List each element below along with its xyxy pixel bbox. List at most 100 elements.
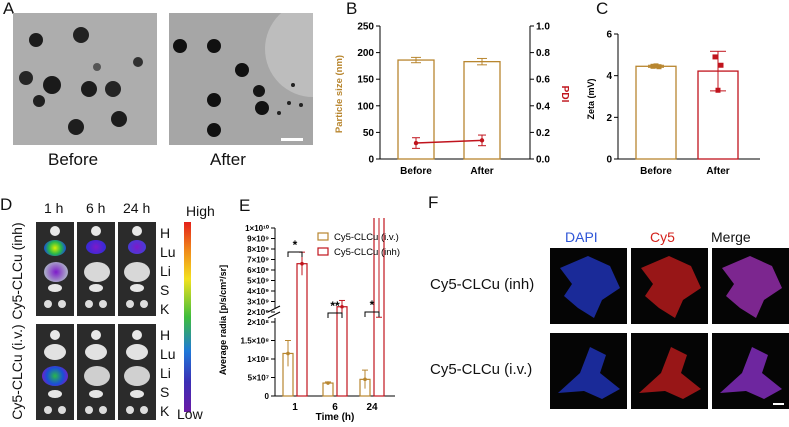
- panel-b-y2tick-label: 0.8: [536, 48, 550, 59]
- legend-inh: Cy5-CLCu (inh): [334, 247, 400, 258]
- panel-label-b: B: [346, 0, 358, 18]
- panel-b-pdi-line: [415, 139, 483, 144]
- panel-e-sig-label: *: [293, 238, 298, 252]
- panel-e-ytick-label: 0: [265, 392, 270, 401]
- panel-e-point: [300, 261, 304, 266]
- organ-label-h: H: [160, 327, 171, 343]
- panel-e-ytick-label: 5×10⁹: [247, 277, 269, 286]
- panel-e-sig-bracket: [327, 312, 343, 318]
- panel-e-xlabel: Time (h): [316, 412, 355, 423]
- panel-e-ytick-label: 8×10⁹: [247, 245, 269, 254]
- fluor-cy5-inh: [631, 248, 708, 324]
- panel-b-y2tick-label: 0.6: [536, 75, 550, 86]
- panel-e-legend: Cy5-CLCu (i.v.) Cy5-CLCu (inh): [317, 232, 400, 258]
- tem-before-caption: Before: [48, 150, 99, 169]
- panel-c-xtick-0: Before: [640, 166, 672, 177]
- panel-d-organ-labels-bottom: H Lu Li S K: [160, 326, 180, 421]
- organ-label-h: H: [160, 225, 171, 241]
- panel-e-ytick-label: 4×10⁹: [247, 287, 269, 296]
- panel-e-ylabel: Average radia [p/s/cm²/sr]: [218, 265, 228, 375]
- tem-after-image: [169, 13, 313, 145]
- panel-e-xtick-label: 1: [292, 402, 298, 413]
- panel-label-f: F: [428, 193, 439, 212]
- panel-e-ytick-label: 3×10⁹: [247, 298, 269, 307]
- panel-f-col-dapi: DAPI: [565, 229, 598, 245]
- panel-f-col-merge: Merge: [711, 229, 751, 245]
- ivis-inh-images: [36, 222, 156, 316]
- fluor-dapi-inh: [550, 248, 627, 324]
- panel-c-ytick-label: 4: [606, 71, 612, 82]
- panel-label-d: D: [0, 195, 13, 214]
- organ-label-lu: Lu: [160, 244, 176, 260]
- organ-label-s: S: [160, 282, 170, 298]
- panel-e-bar: [336, 306, 348, 397]
- panel-b-y2label: PDI: [559, 86, 570, 103]
- panel-c-point: [656, 64, 662, 70]
- legend-iv: Cy5-CLCu (i.v.): [334, 232, 399, 243]
- panel-d-scale-high: High: [186, 203, 215, 219]
- panel-e-ytick-label: 1.5×10⁸: [241, 337, 270, 346]
- organ-label-s: S: [160, 384, 170, 400]
- panel-b-xtick-0: Before: [400, 166, 432, 177]
- panel-e-point: [340, 304, 344, 309]
- fluor-dapi-iv: [550, 333, 627, 409]
- panel-e-ytick-label: 1×10¹⁰: [245, 224, 270, 233]
- panel-c-ytick-label: 2: [606, 113, 612, 124]
- panel-d-color-scale: [184, 222, 191, 412]
- organ-label-k: K: [160, 301, 170, 317]
- ivis-iv-images: [36, 324, 156, 420]
- panel-e-point: [363, 377, 367, 382]
- panel-e-ytick-label: 2×10⁹: [247, 308, 269, 317]
- panel-c-ylabel: Zeta (mV): [586, 78, 596, 119]
- tem-after-caption: After: [210, 150, 246, 169]
- panel-b-ytick-label: 0: [368, 155, 374, 166]
- fluor-cy5-iv: [631, 333, 708, 409]
- panel-e-ytick-label: 9×10⁹: [247, 235, 269, 244]
- panel-b-ytick-label: 150: [357, 75, 374, 86]
- panel-b-y2tick-label: 0.0: [536, 155, 550, 166]
- panel-b-y2tick-label: 0.2: [536, 128, 550, 139]
- organ-label-li: Li: [160, 263, 171, 279]
- panel-b-pdi-point: [479, 138, 485, 143]
- panel-d-row-label-inh: Cy5-CLCu (inh): [9, 222, 25, 320]
- panel-c-chart: 0 2 4 6 Zeta (mV) Before After: [586, 30, 760, 177]
- panel-b-pdi-point: [413, 140, 419, 146]
- panel-d-time-6h: 6 h: [86, 200, 106, 216]
- panel-b-ytick-label: 200: [357, 48, 374, 59]
- panel-c-point: [715, 87, 721, 93]
- fluor-merge-inh: [712, 248, 789, 324]
- panel-c-point: [653, 63, 659, 69]
- panel-b-ytick-label: 250: [357, 22, 374, 33]
- panel-e-ytick-label: 1×10⁸: [247, 355, 269, 364]
- organ-label-lu: Lu: [160, 346, 176, 362]
- fluor-merge-iv: [712, 333, 789, 409]
- panel-e-sig-bracket: [287, 251, 303, 257]
- panel-c-ytick-label: 0: [606, 155, 612, 166]
- panel-d-organ-labels-top: H Lu Li S K: [160, 224, 180, 319]
- panel-e-bar: [373, 218, 385, 397]
- panel-e-ytick-label: 7×10⁹: [247, 256, 269, 265]
- panel-label-a: A: [3, 0, 15, 18]
- panel-e-bar: [296, 263, 308, 397]
- panel-e-ytick-label: 2×10⁸: [247, 318, 269, 327]
- panel-label-c: C: [596, 0, 609, 18]
- panel-c-point: [650, 63, 656, 69]
- panel-f-col-cy5: Cy5: [650, 229, 675, 245]
- panel-d-scale-low: Low: [177, 406, 203, 422]
- panel-c-ytick-label: 6: [606, 30, 612, 41]
- panel-e-sig-bracket: [364, 311, 380, 317]
- panel-c-bar: [635, 65, 677, 160]
- panel-e-sig-label: *: [370, 298, 375, 312]
- panel-b-xtick-1: After: [470, 166, 493, 177]
- tem-before-image: [13, 13, 157, 145]
- panel-f-row-inh: Cy5-CLCu (inh): [430, 276, 535, 293]
- panel-c-point: [718, 62, 724, 68]
- panel-e-xtick-label: 6: [332, 402, 338, 413]
- panel-e-ytick-label: 6×10⁹: [247, 266, 269, 275]
- panel-b-ylabel: Particle size (nm): [334, 55, 345, 133]
- panel-b-chart: 0 50 100 150 200 250 0.0 0.2 0.4 0.6 0.8 1.0 Parti…: [334, 22, 570, 178]
- panel-c-point: [712, 54, 718, 60]
- organ-label-li: Li: [160, 365, 171, 381]
- panel-d-row-label-iv: Cy5-CLCu (i.v.): [9, 324, 25, 420]
